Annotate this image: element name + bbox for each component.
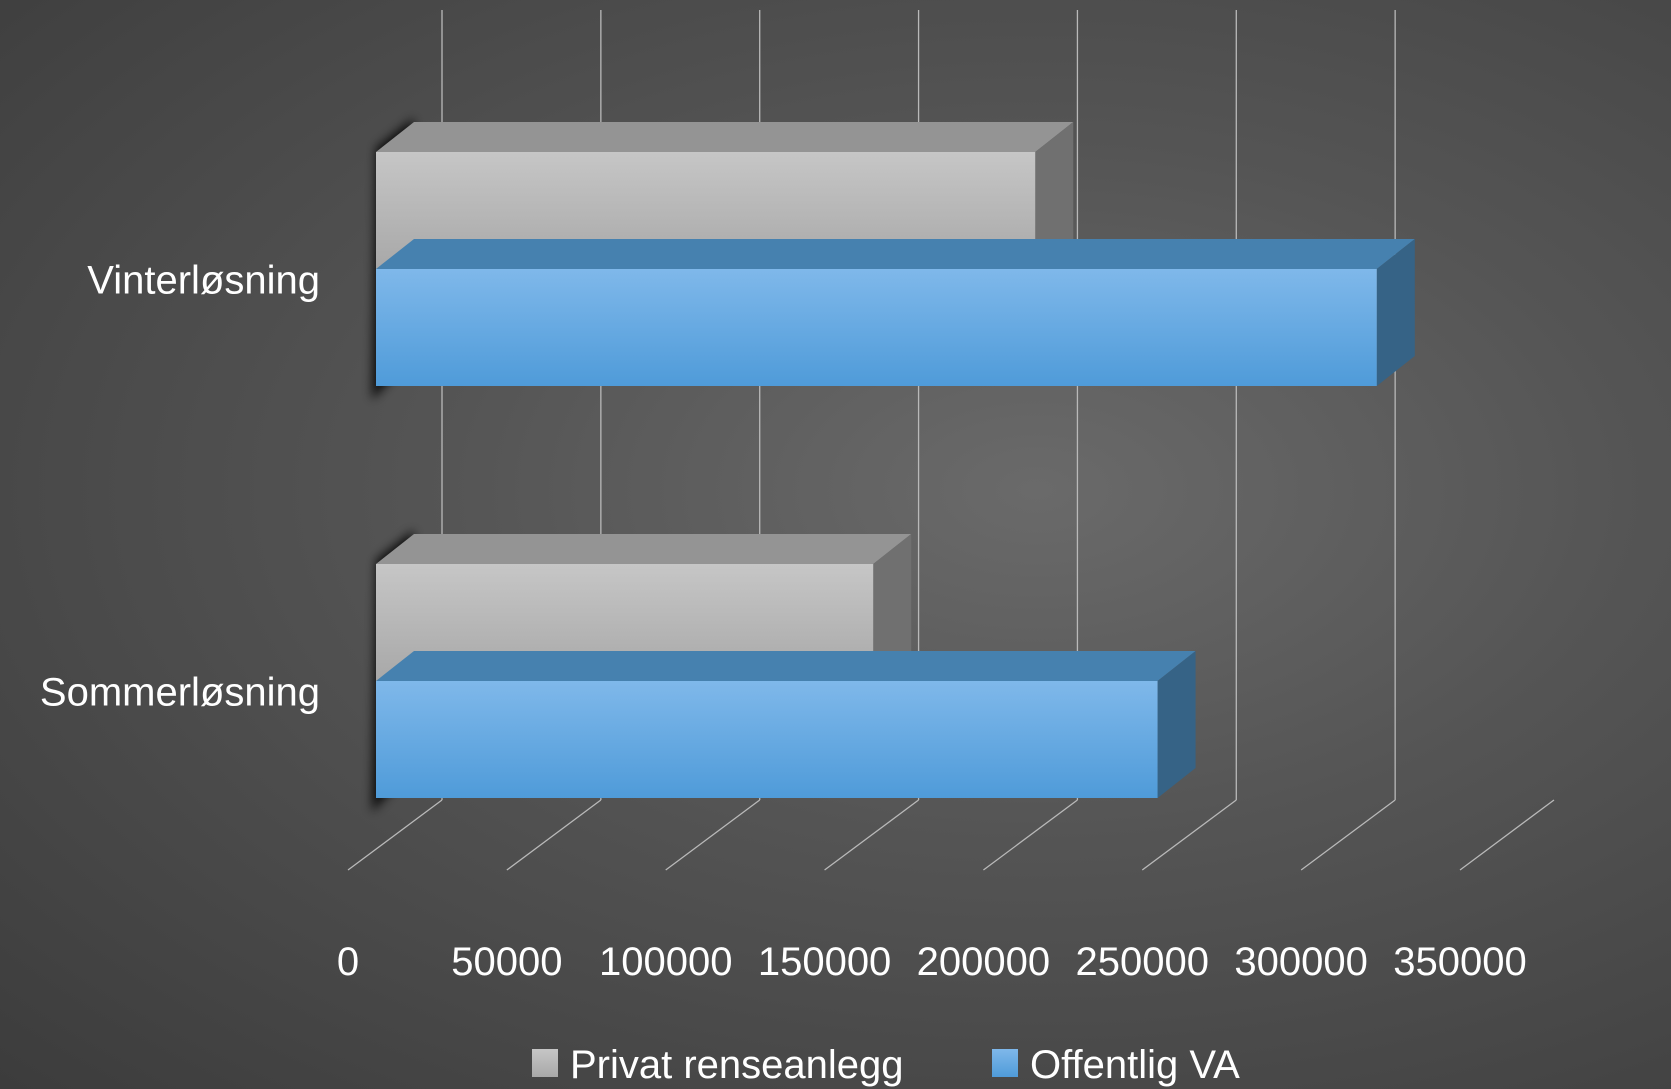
gridline-floor: [824, 799, 919, 871]
gridline-floor: [983, 799, 1078, 871]
x-tick-label: 200000: [917, 940, 1050, 984]
x-tick-label: 0: [337, 940, 359, 984]
x-tick-labels: 0 50000 100000 150000 200000 250000 300000 3500…: [337, 940, 1527, 984]
x-tick-label: 150000: [758, 940, 891, 984]
bar-top-privat: [376, 122, 1074, 152]
bar-side-offentlig: [1157, 651, 1196, 798]
x-tick-label: 300000: [1234, 940, 1367, 984]
x-tick-label: 50000: [451, 940, 562, 984]
legend-swatch: [532, 1049, 558, 1077]
bar-offentlig-0: [376, 269, 1377, 386]
bar-top-offentlig: [376, 239, 1415, 269]
legend-label: Privat renseanlegg: [570, 1043, 904, 1087]
bar-offentlig-1: [376, 681, 1158, 798]
gridline-floor: [1141, 799, 1237, 871]
gridline-floor: [665, 799, 761, 871]
bar-top-offentlig: [376, 651, 1196, 681]
bar-side-offentlig: [1376, 239, 1415, 386]
x-tick-label: 100000: [599, 940, 732, 984]
x-tick-label: 350000: [1393, 940, 1526, 984]
category-label: Vinterløsning: [87, 259, 320, 303]
gridline-floor: [1300, 799, 1396, 871]
bar-top-privat: [376, 534, 912, 564]
bar-side-privat: [873, 534, 912, 681]
legend-swatch: [992, 1049, 1018, 1077]
category-label: Sommerløsning: [40, 671, 320, 715]
bars: [376, 122, 1415, 798]
legend-label: Offentlig VA: [1030, 1043, 1240, 1087]
category-labels: Vinterløsning Sommerløsning: [40, 259, 320, 715]
gridline-floor: [347, 799, 443, 871]
bar-side-privat: [1035, 122, 1074, 269]
gridline-floor: [506, 799, 602, 871]
x-tick-label: 250000: [1076, 940, 1209, 984]
legend: Privat renseanlegg Offentlig VA: [532, 1043, 1240, 1087]
gridline-floor: [1459, 799, 1555, 871]
